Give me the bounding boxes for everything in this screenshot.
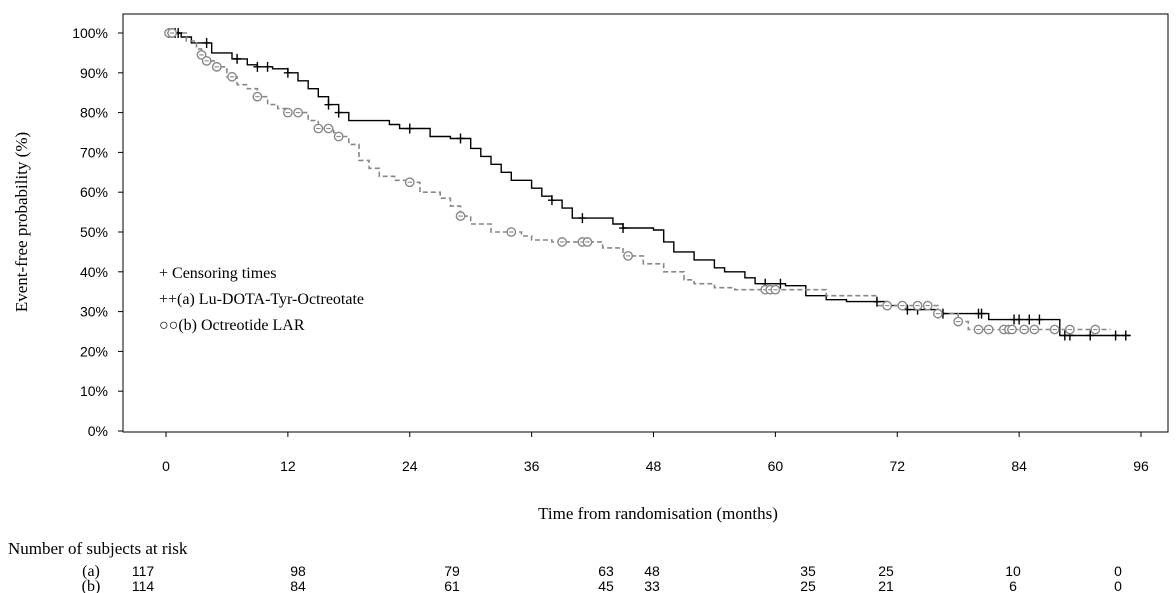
risk-value: 117 bbox=[132, 563, 155, 579]
y-tick-label: 20% bbox=[80, 343, 108, 359]
risk-value: 0 bbox=[1114, 563, 1122, 579]
x-tick-label: 36 bbox=[524, 458, 540, 474]
plot-frame bbox=[122, 13, 1169, 433]
legend-entry: ++(a) Lu-DOTA-Tyr-Octreotate bbox=[159, 291, 364, 308]
x-tick-label: 24 bbox=[402, 458, 418, 474]
censor-plus-marker bbox=[547, 195, 556, 206]
legend: + Censoring times ++(a) Lu-DOTA-Tyr-Octre… bbox=[159, 265, 364, 334]
y-tick-label: 100% bbox=[72, 25, 108, 41]
risk-value: 21 bbox=[878, 578, 894, 593]
censor-plus-marker bbox=[405, 123, 414, 134]
censor-plus-marker bbox=[1121, 330, 1130, 341]
legend-entry: ○○(b) Octreotide LAR bbox=[159, 317, 305, 334]
censor-plus-marker bbox=[578, 213, 587, 224]
risk-row-label: (a) bbox=[82, 563, 100, 580]
censor-plus-marker bbox=[324, 99, 333, 110]
x-tick-label: 60 bbox=[768, 458, 784, 474]
censor-plus-marker bbox=[977, 308, 986, 319]
censor-plus-marker bbox=[263, 61, 272, 72]
y-tick-label: 70% bbox=[80, 144, 108, 160]
risk-value: 35 bbox=[800, 563, 816, 579]
risk-value: 114 bbox=[132, 578, 155, 593]
x-axis-label: Time from randomisation (months) bbox=[538, 504, 778, 523]
censor-plus-marker bbox=[253, 61, 262, 72]
risk-value: 98 bbox=[290, 563, 306, 579]
x-tick-label: 72 bbox=[889, 458, 905, 474]
risk-value: 79 bbox=[444, 563, 460, 579]
y-tick-label: 40% bbox=[80, 264, 108, 280]
censor-plus-marker bbox=[233, 53, 242, 64]
risk-value: 25 bbox=[800, 578, 816, 593]
y-tick-label: 80% bbox=[80, 105, 108, 121]
y-tick-label: 0% bbox=[88, 423, 108, 439]
y-tick-label: 30% bbox=[80, 304, 108, 320]
censor-plus-marker bbox=[202, 37, 211, 48]
censor-plus-marker bbox=[1015, 314, 1024, 325]
x-tick-label: 12 bbox=[280, 458, 296, 474]
risk-value: 48 bbox=[644, 563, 660, 579]
x-tick-label: 0 bbox=[162, 458, 170, 474]
censor-markers bbox=[164, 28, 1130, 341]
series-line-b bbox=[166, 32, 1111, 331]
x-tick-label: 96 bbox=[1133, 458, 1149, 474]
risk-value: 45 bbox=[598, 578, 614, 593]
y-tick-label: 50% bbox=[80, 224, 108, 240]
risk-value: 63 bbox=[598, 563, 614, 579]
censor-plus-marker bbox=[776, 278, 785, 289]
censor-plus-marker bbox=[334, 107, 343, 118]
y-axis-label: Event-free probability (%) bbox=[12, 132, 31, 312]
risk-value: 10 bbox=[1005, 563, 1021, 579]
risk-value: 6 bbox=[1009, 578, 1017, 593]
censor-plus-marker bbox=[1086, 330, 1095, 341]
censor-plus-marker bbox=[1035, 314, 1044, 325]
y-axis-ticks: 0% 10% 20% 30% 40% 50% 60% 70% 80% 90% 100% bbox=[72, 25, 123, 439]
censor-plus-marker bbox=[1025, 314, 1034, 325]
x-axis-ticks: 0 12 24 36 48 60 72 84 96 bbox=[162, 432, 1149, 474]
censor-plus-marker bbox=[456, 133, 465, 144]
risk-table-title: Number of subjects at risk bbox=[8, 539, 188, 558]
risk-value: 33 bbox=[644, 578, 660, 593]
censor-plus-marker bbox=[872, 296, 881, 307]
risk-value: 25 bbox=[878, 563, 894, 579]
x-tick-label: 84 bbox=[1011, 458, 1027, 474]
y-tick-label: 60% bbox=[80, 184, 108, 200]
risk-row-label: (b) bbox=[82, 578, 101, 593]
risk-value: 84 bbox=[290, 578, 306, 593]
censor-plus-marker bbox=[283, 67, 292, 78]
censor-plus-marker bbox=[1111, 330, 1120, 341]
y-tick-label: 10% bbox=[80, 383, 108, 399]
x-tick-label: 48 bbox=[646, 458, 662, 474]
y-tick-label: 90% bbox=[80, 65, 108, 81]
risk-value: 61 bbox=[444, 578, 460, 593]
risk-value: 0 bbox=[1114, 578, 1122, 593]
risk-table: Number of subjects at risk (a) 117 98 79 63 48… bbox=[8, 539, 1122, 593]
censor-plus-marker bbox=[619, 223, 628, 234]
legend-entry: + Censoring times bbox=[159, 265, 276, 282]
